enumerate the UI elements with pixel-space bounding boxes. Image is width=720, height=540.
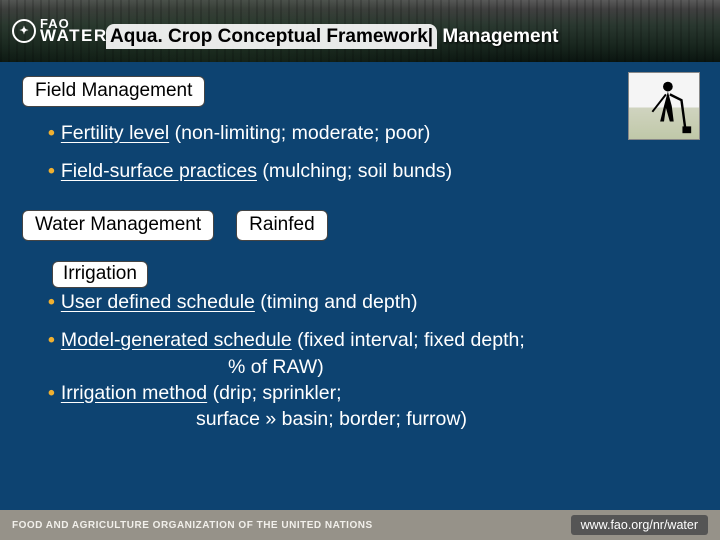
bullet-irrigation-method-cont: surface » basin; border; furrow) [196, 407, 698, 431]
bullet-field-surface: •Field-surface practices (mulching; soil… [48, 159, 698, 183]
header-banner: ✦ FAO WATER Aqua. Crop Conceptual Framew… [0, 0, 720, 62]
bullet-irrigation-method: •Irrigation method (drip; sprinkler; [48, 381, 698, 405]
fao-water-logo: ✦ FAO WATER [12, 18, 108, 43]
footer-url: www.fao.org/nr/water [571, 515, 708, 535]
bullet-model-schedule-cont: % of RAW) [228, 355, 698, 379]
rainfed-label: Rainfed [236, 210, 328, 241]
water-management-label: Water Management [22, 210, 214, 241]
title-suffix: Management [437, 26, 558, 47]
bullet-fertility: •Fertility level (non-limiting; moderate… [48, 121, 698, 145]
field-management-label: Field Management [22, 76, 205, 107]
fao-emblem-icon: ✦ [12, 19, 36, 43]
slide-title: Aqua. Crop Conceptual Framework| Managem… [106, 26, 559, 48]
footer-bar: FOOD AND AGRICULTURE ORGANIZATION OF THE… [0, 510, 720, 540]
logo-bottom-text: WATER [40, 29, 108, 43]
farmer-icon [628, 72, 700, 140]
title-prefix: Aqua. Crop Conceptual Framework| [106, 24, 437, 49]
irrigation-label: Irrigation [52, 261, 148, 288]
slide-body: Field Management •Fertility level (non-l… [0, 62, 720, 510]
bullet-model-schedule: •Model-generated schedule (fixed interva… [48, 328, 698, 352]
bullet-user-schedule: •User defined schedule (timing and depth… [48, 290, 698, 314]
footer-org-text: FOOD AND AGRICULTURE ORGANIZATION OF THE… [12, 520, 373, 531]
